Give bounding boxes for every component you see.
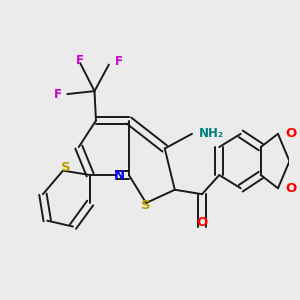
Text: N: N <box>113 169 124 182</box>
Text: O: O <box>196 216 208 229</box>
Text: F: F <box>76 54 84 67</box>
Text: F: F <box>53 88 62 100</box>
Text: O: O <box>285 182 296 195</box>
Text: F: F <box>115 55 123 68</box>
Text: NH₂: NH₂ <box>199 127 224 140</box>
Text: S: S <box>141 200 151 212</box>
Text: O: O <box>285 127 296 140</box>
Text: S: S <box>61 161 71 174</box>
